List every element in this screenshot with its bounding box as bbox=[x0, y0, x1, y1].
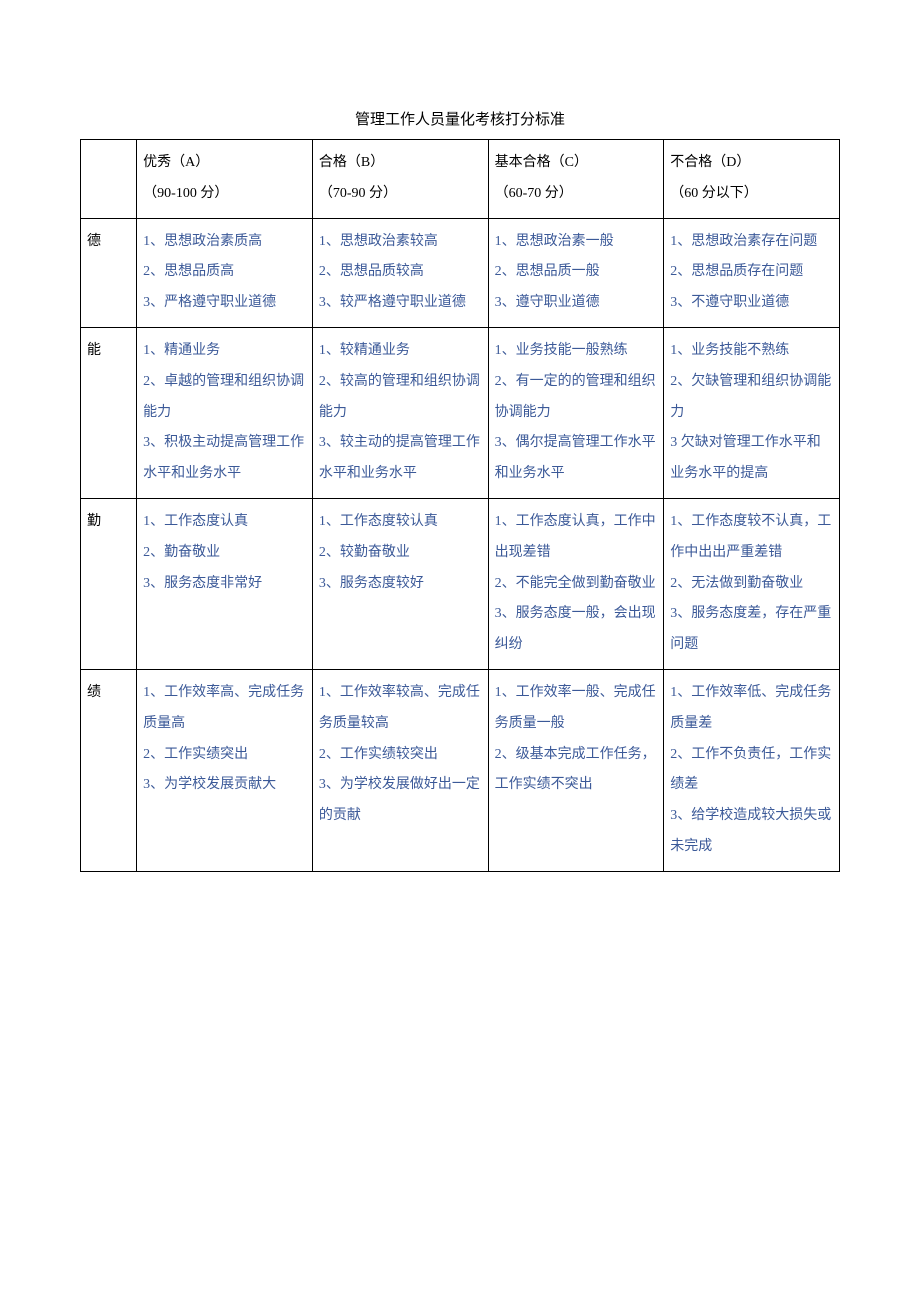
cell-de-d: 1、思想政治素存在问题2、思想品质存在问题3、不遵守职业道德 bbox=[664, 218, 840, 327]
cell-neng-d: 1、业务技能不熟练2、欠缺管理和组织协调能力3 欠缺对管理工作水平和业务水平的提… bbox=[664, 327, 840, 498]
header-d-line1: 不合格（D） bbox=[670, 148, 833, 179]
header-grade-b: 合格（B） （70-90 分） bbox=[312, 140, 488, 219]
header-grade-c: 基本合格（C） （60-70 分） bbox=[488, 140, 664, 219]
table-row-de: 德 1、思想政治素质高2、思想品质高3、严格遵守职业道德 1、思想政治素较高2、… bbox=[81, 218, 840, 327]
document-title: 管理工作人员量化考核打分标准 bbox=[80, 108, 840, 129]
table-header-row: 优秀（A） （90-100 分） 合格（B） （70-90 分） 基本合格（C）… bbox=[81, 140, 840, 219]
header-b-line2: （70-90 分） bbox=[319, 179, 482, 210]
category-de: 德 bbox=[81, 218, 137, 327]
header-c-line2: （60-70 分） bbox=[495, 179, 658, 210]
evaluation-table: 优秀（A） （90-100 分） 合格（B） （70-90 分） 基本合格（C）… bbox=[80, 139, 840, 872]
table-row-neng: 能 1、精通业务2、卓越的管理和组织协调能力3、积极主动提高管理工作水平和业务水… bbox=[81, 327, 840, 498]
table-row-qin: 勤 1、工作态度认真2、勤奋敬业3、服务态度非常好 1、工作态度较认真2、较勤奋… bbox=[81, 498, 840, 669]
category-neng: 能 bbox=[81, 327, 137, 498]
cell-qin-d: 1、工作态度较不认真，工作中出出严重差错2、无法做到勤奋敬业3、服务态度差，存在… bbox=[664, 498, 840, 669]
header-c-line1: 基本合格（C） bbox=[495, 148, 658, 179]
cell-de-a: 1、思想政治素质高2、思想品质高3、严格遵守职业道德 bbox=[137, 218, 313, 327]
category-qin: 勤 bbox=[81, 498, 137, 669]
header-grade-a: 优秀（A） （90-100 分） bbox=[137, 140, 313, 219]
cell-ji-c: 1、工作效率一般、完成任务质量一般2、级基本完成工作任务，工作实绩不突出 bbox=[488, 669, 664, 871]
cell-neng-a: 1、精通业务2、卓越的管理和组织协调能力3、积极主动提高管理工作水平和业务水平 bbox=[137, 327, 313, 498]
cell-qin-a: 1、工作态度认真2、勤奋敬业3、服务态度非常好 bbox=[137, 498, 313, 669]
cell-ji-a: 1、工作效率高、完成任务质量高2、工作实绩突出3、为学校发展贡献大 bbox=[137, 669, 313, 871]
cell-ji-d: 1、工作效率低、完成任务质量差2、工作不负责任，工作实绩差3、给学校造成较大损失… bbox=[664, 669, 840, 871]
header-d-line2: （60 分以下） bbox=[670, 179, 833, 210]
header-empty bbox=[81, 140, 137, 219]
cell-neng-c: 1、业务技能一般熟练2、有一定的的管理和组织协调能力3、偶尔提高管理工作水平和业… bbox=[488, 327, 664, 498]
cell-ji-b: 1、工作效率较高、完成任务质量较高2、工作实绩较突出3、为学校发展做好出一定的贡… bbox=[312, 669, 488, 871]
header-a-line1: 优秀（A） bbox=[143, 148, 306, 179]
cell-de-b: 1、思想政治素较高2、思想品质较高3、较严格遵守职业道德 bbox=[312, 218, 488, 327]
header-a-line2: （90-100 分） bbox=[143, 179, 306, 210]
header-b-line1: 合格（B） bbox=[319, 148, 482, 179]
cell-qin-c: 1、工作态度认真，工作中出现差错2、不能完全做到勤奋敬业3、服务态度一般，会出现… bbox=[488, 498, 664, 669]
table-row-ji: 绩 1、工作效率高、完成任务质量高2、工作实绩突出3、为学校发展贡献大 1、工作… bbox=[81, 669, 840, 871]
cell-qin-b: 1、工作态度较认真2、较勤奋敬业3、服务态度较好 bbox=[312, 498, 488, 669]
cell-de-c: 1、思想政治素一般2、思想品质一般3、遵守职业道德 bbox=[488, 218, 664, 327]
header-grade-d: 不合格（D） （60 分以下） bbox=[664, 140, 840, 219]
cell-neng-b: 1、较精通业务2、较高的管理和组织协调能力3、较主动的提高管理工作水平和业务水平 bbox=[312, 327, 488, 498]
category-ji: 绩 bbox=[81, 669, 137, 871]
